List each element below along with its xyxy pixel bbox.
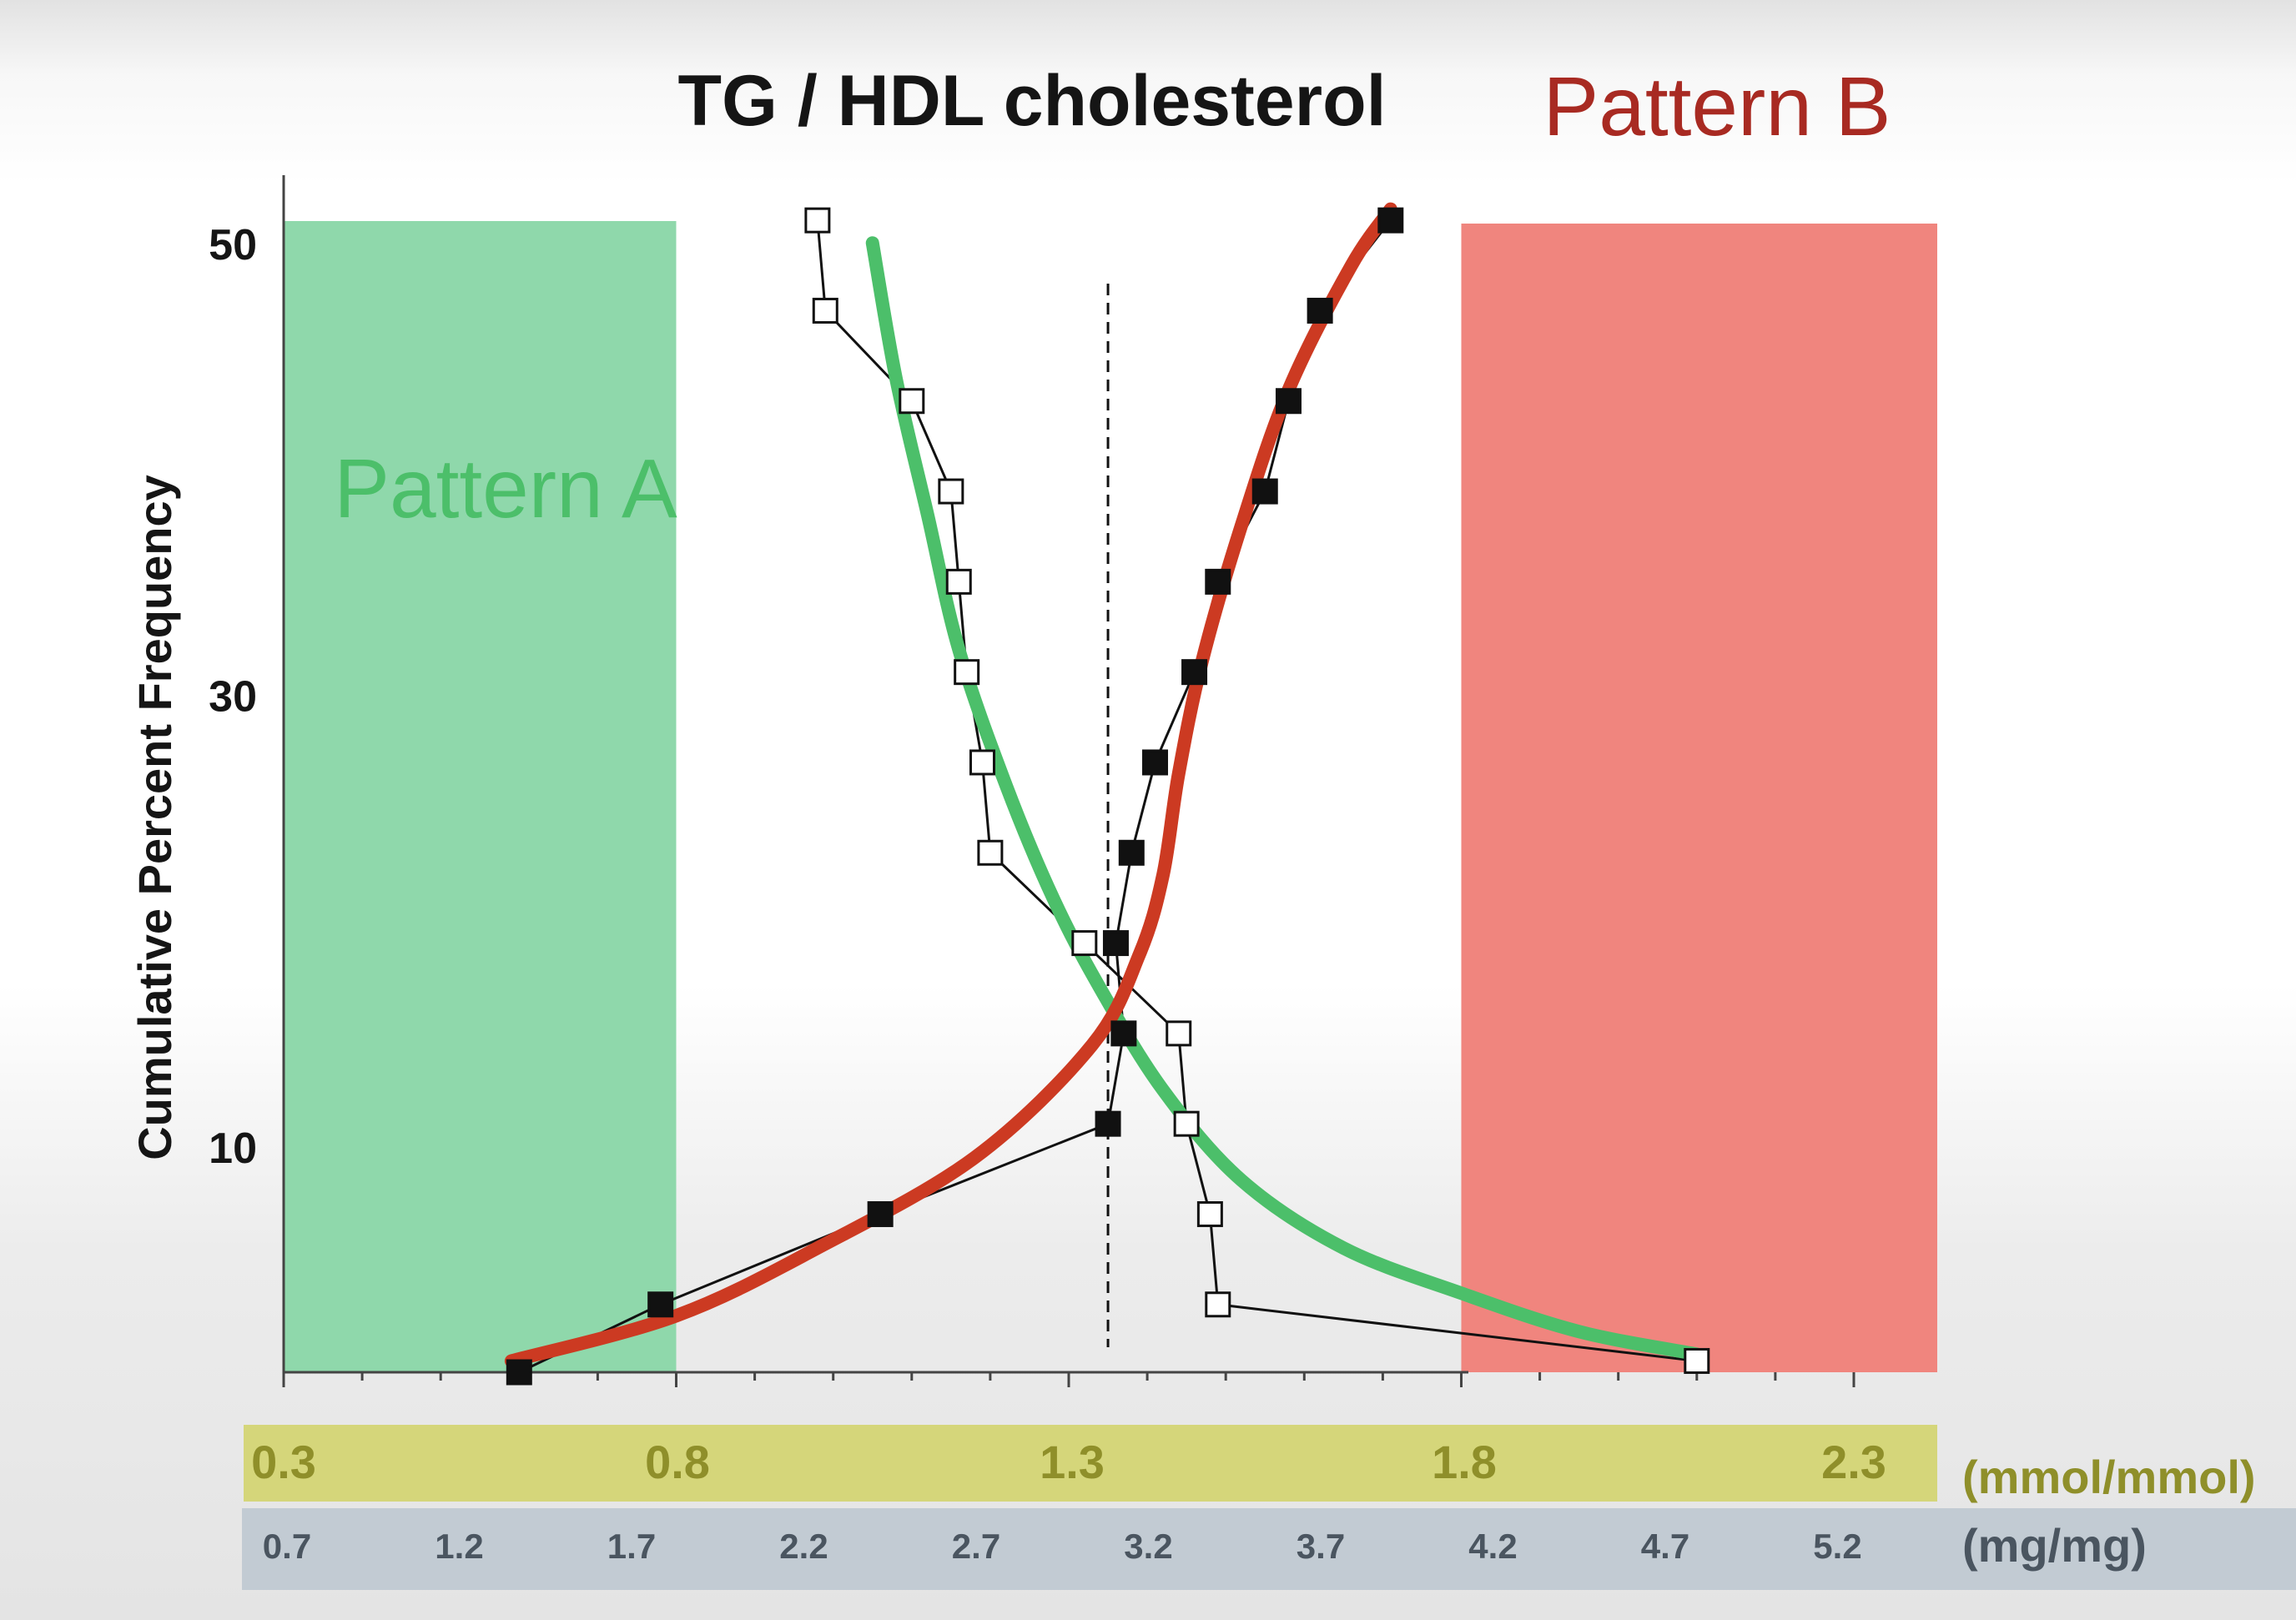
data-point-series-2 [1142, 749, 1169, 776]
data-point-series-1 [1173, 1110, 1200, 1137]
mg-scale-bar [242, 1508, 2296, 1590]
mg-tick-label: 3.7 [1297, 1527, 1345, 1566]
data-point-series-2 [1118, 839, 1145, 866]
mg-tick-label: 4.2 [1468, 1527, 1517, 1566]
data-point-series-2 [647, 1291, 674, 1318]
mmol-tick-label: 1.8 [1432, 1436, 1497, 1488]
chart-title: TG / HDL cholesterol [678, 61, 1387, 141]
data-point-series-1 [977, 839, 1004, 866]
data-point-series-2 [867, 1200, 894, 1227]
data-point-series-1 [1166, 1020, 1192, 1047]
mg-tick-label: 1.2 [435, 1527, 483, 1566]
pattern-a-label: Pattern A [334, 442, 677, 536]
mg-tick-label: 3.2 [1124, 1527, 1172, 1566]
data-point-series-2 [1275, 388, 1302, 415]
mg-tick-label: 0.7 [263, 1527, 311, 1566]
pattern-b-band [1461, 224, 1937, 1372]
data-point-series-2 [1110, 1020, 1137, 1047]
data-point-series-1 [1205, 1291, 1231, 1318]
mg-tick-label: 2.7 [952, 1527, 1000, 1566]
data-point-series-2 [506, 1359, 532, 1386]
mg-tick-label: 5.2 [1813, 1527, 1861, 1566]
data-point-series-1 [812, 297, 838, 324]
data-point-series-1 [938, 478, 964, 505]
series-line-1 [816, 220, 1697, 1362]
mmol-tick-label: 0.8 [645, 1436, 710, 1488]
y-tick-label: 50 [209, 221, 257, 269]
fit-curve-1 [865, 236, 1704, 1361]
pattern-b-label: Pattern B [1543, 60, 1891, 153]
data-point-series-1 [954, 659, 980, 686]
y-axis-label: Cumulative Percent Frequency [128, 475, 181, 1160]
data-point-series-2 [1251, 478, 1278, 505]
data-point-series-1 [804, 207, 831, 234]
data-point-series-2 [1181, 659, 1208, 686]
data-point-series-1 [1196, 1200, 1223, 1227]
data-point-series-2 [1102, 930, 1129, 957]
mmol-tick-label: 2.3 [1821, 1436, 1886, 1488]
mmol-scale-bar [244, 1425, 1937, 1502]
y-tick-label: 30 [209, 673, 257, 722]
mg-unit-label: (mg/mg) [1962, 1519, 2147, 1572]
data-point-series-2 [1095, 1110, 1121, 1137]
data-point-series-2 [1307, 297, 1333, 324]
mmol-unit-label: (mmol/mmol) [1962, 1451, 2256, 1503]
y-tick-label: 10 [209, 1124, 257, 1173]
data-point-series-1 [899, 388, 925, 415]
data-point-series-1 [969, 749, 995, 776]
data-point-series-1 [945, 568, 972, 595]
mg-tick-label: 1.7 [607, 1527, 656, 1566]
data-point-series-1 [1071, 930, 1098, 957]
pattern-a-band [284, 221, 677, 1372]
data-point-series-2 [1377, 207, 1404, 234]
mg-tick-label: 2.2 [779, 1527, 828, 1566]
mmol-tick-label: 0.3 [251, 1436, 316, 1488]
data-point-series-2 [1205, 568, 1231, 595]
mmol-tick-label: 1.3 [1040, 1436, 1105, 1488]
data-point-series-1 [1684, 1347, 1710, 1374]
mg-tick-label: 4.7 [1641, 1527, 1689, 1566]
